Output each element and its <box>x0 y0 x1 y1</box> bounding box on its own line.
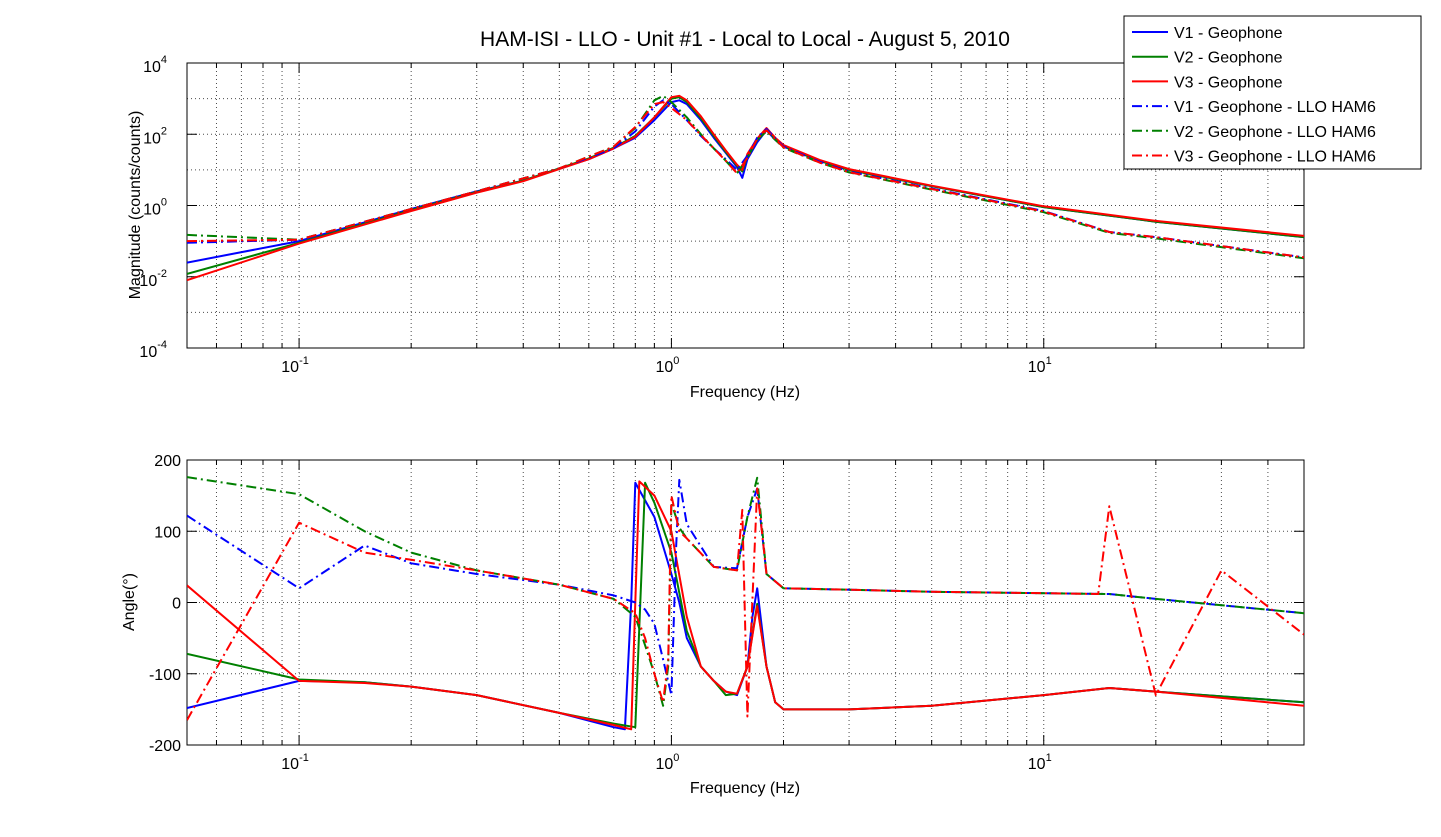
phase-plot: Frequency (Hz) Angle(°) 10-1 100 101 200 100… <box>121 453 1305 797</box>
magnitude-xlabel: Frequency (Hz) <box>690 384 800 401</box>
legend-label: V1 - Geophone - LLO HAM6 <box>1174 99 1376 116</box>
y-tick-label: 10-2 <box>139 268 167 290</box>
x-tick-label: 101 <box>1028 355 1052 376</box>
x-tick-label: 10-1 <box>281 752 309 773</box>
legend: V1 - Geophone V2 - Geophone V3 - Geophone V… <box>1123 15 1422 170</box>
y-tick-label: 102 <box>143 125 167 147</box>
x-tick-label: 10-1 <box>281 355 309 376</box>
x-tick-label: 100 <box>655 752 679 773</box>
y-tick-label: -200 <box>149 738 181 755</box>
magnitude-plot: HAM-ISI - LLO - Unit #1 - Local to Local… <box>127 28 1305 401</box>
series-line-3 <box>187 480 1304 731</box>
y-tick-label: 100 <box>143 197 167 219</box>
series-line-6 <box>187 101 1304 259</box>
x-tick-label: 101 <box>1028 752 1052 773</box>
y-tick-label: 0 <box>172 596 181 613</box>
legend-label: V1 - Geophone <box>1174 25 1283 42</box>
ticks <box>187 62 1304 349</box>
chart-title: HAM-ISI - LLO - Unit #1 - Local to Local… <box>480 28 1010 51</box>
y-tick-label: 10-4 <box>139 339 167 361</box>
legend-label: V2 - Geophone <box>1174 50 1283 67</box>
x-tick-label: 100 <box>655 355 679 376</box>
series-line-6 <box>187 487 1304 721</box>
phase-ylabel: Angle(°) <box>121 573 138 631</box>
legend-label: V3 - Geophone - LLO HAM6 <box>1174 149 1376 166</box>
y-tick-label: 104 <box>143 54 167 76</box>
y-tick-label: -100 <box>149 667 181 684</box>
y-tick-label: 100 <box>154 524 181 541</box>
series-line-4 <box>187 478 1304 697</box>
legend-box <box>1123 15 1422 170</box>
legend-label: V2 - Geophone - LLO HAM6 <box>1174 124 1376 141</box>
y-tick-label: 200 <box>154 453 181 470</box>
ticks <box>187 459 1304 746</box>
legend-label: V3 - Geophone <box>1174 74 1283 91</box>
series-line-3 <box>187 94 1304 282</box>
series-lines <box>187 94 1304 282</box>
magnitude-ylabel: Magnitude (counts/counts) <box>127 111 144 300</box>
series-lines <box>187 476 1304 731</box>
phase-xlabel: Frequency (Hz) <box>690 780 800 797</box>
